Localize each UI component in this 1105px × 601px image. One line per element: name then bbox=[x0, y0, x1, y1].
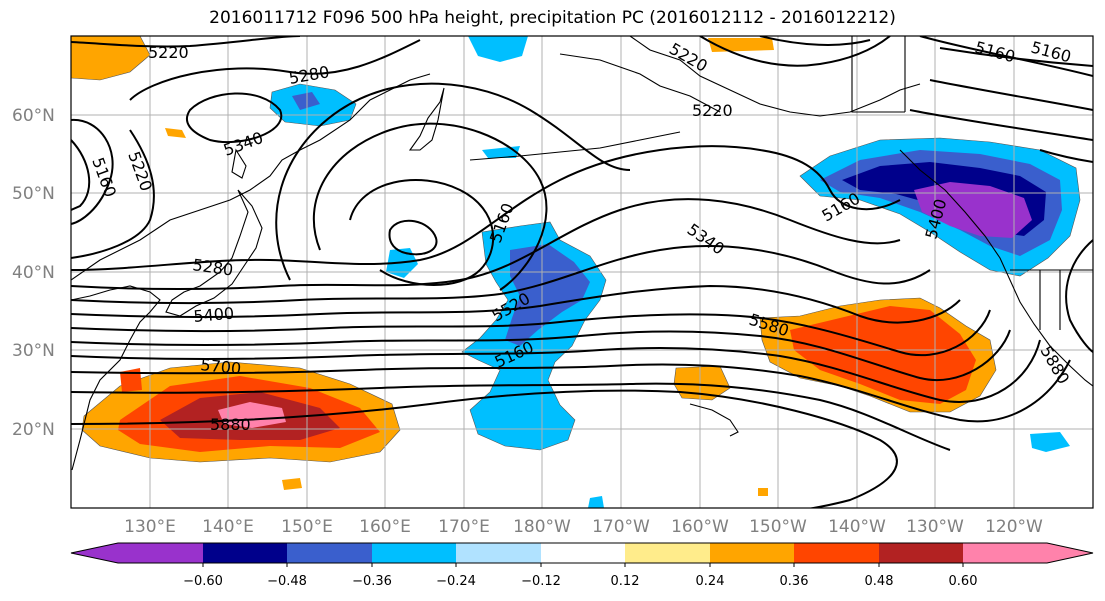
colorbar-tick: 0.12 bbox=[611, 574, 640, 589]
lon-label: 180°W bbox=[513, 517, 571, 537]
colorbar: −0.60 −0.48 −0.36 −0.24 −0.12 0.12 0.24 … bbox=[70, 542, 1094, 589]
colorbar-segment bbox=[372, 543, 456, 563]
colorbar-tick: 0.36 bbox=[780, 574, 809, 589]
contour-5220-nw bbox=[71, 36, 301, 48]
lon-label: 140°E bbox=[202, 517, 254, 537]
contour-label: 5280 bbox=[287, 62, 330, 88]
lon-label: 140°W bbox=[828, 517, 886, 537]
colorbar-segment bbox=[625, 543, 710, 563]
lon-label: 150°E bbox=[281, 517, 333, 537]
coast-aleutians bbox=[469, 131, 681, 161]
latitude-labels: 60°N 50°N 40°N 30°N 20°N bbox=[12, 106, 55, 440]
precip-area-nw bbox=[71, 36, 151, 81]
colorbar-segment bbox=[456, 543, 541, 563]
lat-label: 50°N bbox=[12, 184, 55, 204]
lon-label: 170°E bbox=[438, 517, 490, 537]
coast-alaska bbox=[629, 36, 921, 117]
contour-5280-low-nw bbox=[129, 39, 421, 101]
colorbar-segment bbox=[541, 543, 625, 563]
contour-label: 5220 bbox=[148, 43, 189, 62]
colorbar-segment bbox=[879, 543, 963, 563]
colorbar-segment bbox=[287, 543, 372, 563]
colorbar-segment bbox=[963, 543, 1047, 563]
lon-label: 130°E bbox=[124, 517, 176, 537]
contour-label: 5220 bbox=[692, 101, 733, 120]
coast-kamchatka bbox=[408, 87, 445, 151]
colorbar-segment bbox=[710, 543, 794, 563]
precip-shading bbox=[71, 36, 1081, 508]
colorbar-extend-low bbox=[71, 543, 118, 563]
colorbar-tick: 0.48 bbox=[865, 574, 894, 589]
contour-5880-subtropical bbox=[71, 389, 898, 508]
colorbar-tick: −0.36 bbox=[352, 574, 392, 589]
coast-hawaii bbox=[689, 403, 739, 437]
colorbar-tick: −0.48 bbox=[267, 574, 307, 589]
colorbar-tick: 0.24 bbox=[696, 574, 725, 589]
colorbar-tick: −0.12 bbox=[521, 574, 561, 589]
lon-label: 160°W bbox=[671, 517, 729, 537]
coast-northamerica bbox=[899, 149, 1093, 387]
contour-label: 5880 bbox=[210, 415, 251, 434]
contour-label: 5340 bbox=[684, 220, 728, 259]
lon-label: 120°W bbox=[985, 517, 1043, 537]
lon-label: 130°W bbox=[906, 517, 964, 537]
height-contours bbox=[71, 36, 1093, 508]
longitude-labels: 130°E 140°E 150°E 160°E 170°E 180°W 170°… bbox=[124, 517, 1043, 537]
contour-label: 5700 bbox=[200, 355, 242, 378]
colorbar-outline bbox=[70, 542, 1094, 564]
contour-label: 5220 bbox=[666, 39, 711, 76]
lat-label: 60°N bbox=[12, 106, 55, 126]
colorbar-tick: −0.60 bbox=[183, 574, 223, 589]
contour-label: 5220 bbox=[124, 149, 156, 194]
lat-label: 20°N bbox=[12, 420, 55, 440]
lat-label: 40°N bbox=[12, 263, 55, 283]
lon-label: 170°W bbox=[592, 517, 650, 537]
contour-low-center bbox=[388, 219, 438, 256]
map-frame bbox=[70, 35, 1094, 509]
lat-label: 30°N bbox=[12, 341, 55, 361]
colorbar-extend-high bbox=[1047, 543, 1093, 563]
map-title: 2016011712 F096 500 hPa height, precipit… bbox=[209, 8, 896, 28]
colorbar-tick: 0.60 bbox=[949, 574, 978, 589]
colorbar-tick: −0.24 bbox=[436, 574, 476, 589]
contour-label: 5400 bbox=[193, 304, 235, 326]
colorbar-segment bbox=[794, 543, 879, 563]
colorbar-segment bbox=[203, 543, 287, 563]
coastlines bbox=[71, 36, 1093, 471]
lon-label: 150°W bbox=[749, 517, 807, 537]
contour-label: 5160 bbox=[973, 38, 1017, 67]
coast-japan bbox=[165, 189, 263, 317]
colorbar-segment bbox=[118, 543, 203, 563]
lon-label: 160°E bbox=[359, 517, 411, 537]
graticule bbox=[71, 36, 1093, 508]
